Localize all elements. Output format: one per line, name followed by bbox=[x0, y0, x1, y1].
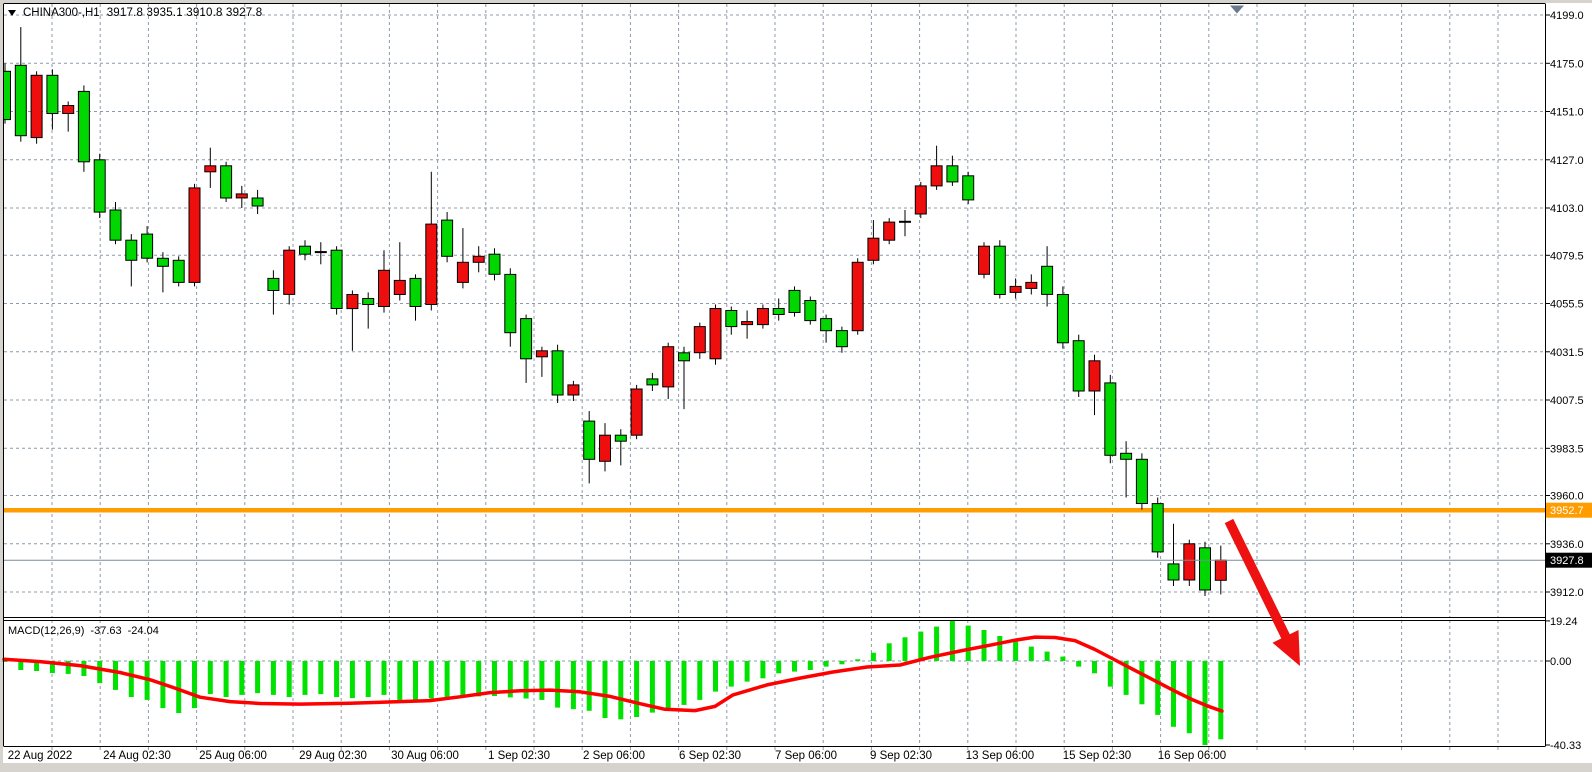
price-axis-label: 3960.0 bbox=[1550, 491, 1584, 503]
price-axis-label: 4127.0 bbox=[1550, 155, 1584, 167]
price-axis-label: 3936.0 bbox=[1550, 539, 1584, 551]
time-axis-label: 30 Aug 06:00 bbox=[391, 750, 459, 762]
macd-indicator-header: MACD(12,26,9) -37.63 -24.04 bbox=[8, 624, 159, 638]
time-axis-label: 13 Sep 06:00 bbox=[966, 750, 1034, 762]
current-price-tag: 3927.8 bbox=[1546, 552, 1592, 568]
macd-axis-label: 0.00 bbox=[1550, 656, 1571, 668]
svg-text:3927.8: 3927.8 bbox=[1550, 555, 1584, 567]
price-axis-label: 4055.5 bbox=[1550, 299, 1584, 311]
window-chrome-top bbox=[0, 0, 1592, 3]
time-axis[interactable]: 22 Aug 2022 24 Aug 02:30 25 Aug 06:00 29 Au… bbox=[8, 750, 1227, 762]
time-axis-label: 16 Sep 06:00 bbox=[1158, 750, 1226, 762]
macd-axis[interactable]: 19.24 0.00 -40.33 bbox=[1545, 616, 1582, 752]
macd-histogram bbox=[2, 620, 1224, 745]
chart-shift-marker-icon bbox=[1230, 5, 1244, 14]
time-axis-label: 9 Sep 02:30 bbox=[870, 750, 932, 762]
price-axis[interactable]: 4199.0 4175.0 4151.0 4127.0 4103.0 4079.5 4055… bbox=[1545, 10, 1584, 599]
price-axis-label: 3983.5 bbox=[1550, 443, 1584, 455]
trend-arrow[interactable] bbox=[1224, 518, 1300, 666]
price-axis-label: 4103.0 bbox=[1550, 203, 1584, 215]
price-axis-label: 4151.0 bbox=[1550, 107, 1584, 119]
macd-main-value: -37.63 bbox=[90, 625, 122, 637]
price-axis-label: 4079.5 bbox=[1550, 250, 1584, 262]
time-axis-label: 6 Sep 02:30 bbox=[679, 750, 741, 762]
time-axis-label: 29 Aug 02:30 bbox=[299, 750, 367, 762]
time-axis-label: 7 Sep 06:00 bbox=[775, 750, 837, 762]
time-axis-label: 22 Aug 2022 bbox=[8, 750, 73, 762]
window-chrome-left bbox=[0, 0, 3, 763]
window-chrome-strip bbox=[0, 763, 1592, 772]
price-axis-label: 4007.5 bbox=[1550, 395, 1584, 407]
svg-text:3952.7: 3952.7 bbox=[1550, 505, 1584, 517]
macd-axis-label: 19.24 bbox=[1550, 616, 1578, 628]
panel-borders bbox=[3, 3, 1546, 747]
price-axis-label: 3912.0 bbox=[1550, 587, 1584, 599]
time-axis-label: 1 Sep 02:30 bbox=[488, 750, 550, 762]
time-axis-label: 15 Sep 02:30 bbox=[1063, 750, 1131, 762]
time-axis-label: 2 Sep 06:00 bbox=[583, 750, 645, 762]
price-axis-label: 4031.5 bbox=[1550, 347, 1584, 359]
chart-grid bbox=[4, 4, 1545, 751]
symbol-header: CHINA300-,H1 3917.8 3935.1 3910.8 3927.8 bbox=[8, 6, 262, 20]
candlestick-series bbox=[4, 27, 1227, 596]
price-axis-label: 4175.0 bbox=[1550, 58, 1584, 70]
time-axis-label: 25 Aug 06:00 bbox=[199, 750, 267, 762]
macd-signal-line bbox=[2, 635, 1224, 713]
price-axis-label: 4199.0 bbox=[1550, 10, 1584, 22]
macd-signal-value: -24.04 bbox=[127, 625, 159, 637]
macd-axis-label: -40.33 bbox=[1550, 740, 1581, 752]
symbol-marker-triangle-icon bbox=[8, 10, 16, 16]
symbol-timeframe-label: CHINA300-,H1 bbox=[23, 7, 100, 19]
macd-label: MACD(12,26,9) bbox=[8, 625, 85, 637]
hline-price-tag: 3952.7 bbox=[1546, 502, 1592, 518]
ohlc-readout: 3917.8 3935.1 3910.8 3927.8 bbox=[106, 7, 263, 19]
time-axis-label: 24 Aug 02:30 bbox=[103, 750, 171, 762]
